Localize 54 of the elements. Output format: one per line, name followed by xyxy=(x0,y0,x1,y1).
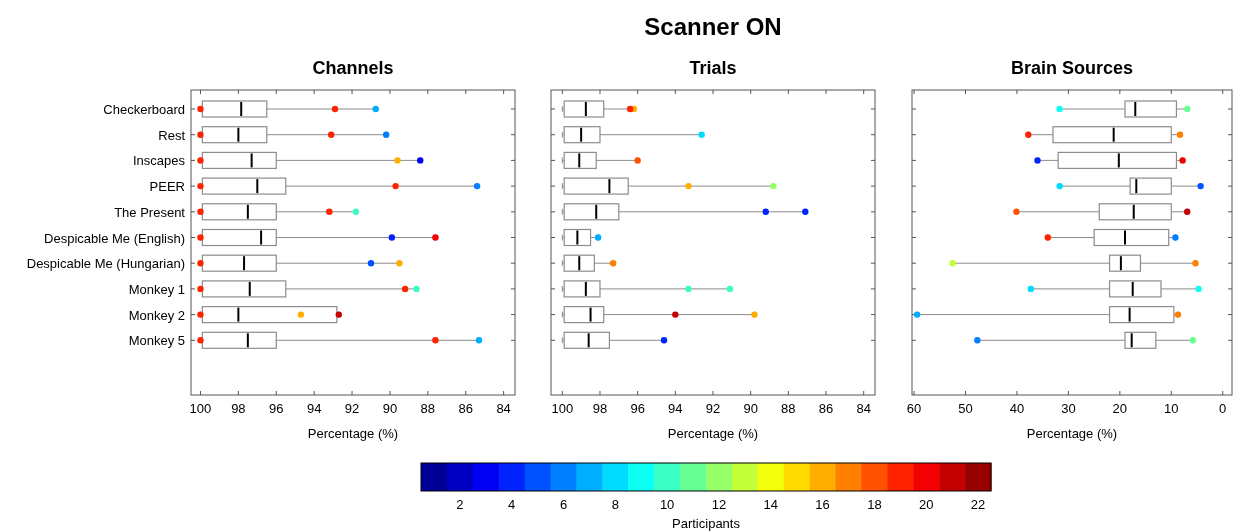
y-tick-label: Despicable Me (Hungarian) xyxy=(26,256,185,272)
color-bar-label: 14 xyxy=(763,497,779,512)
y-tick-label: PEER xyxy=(149,179,185,195)
x-tick-label: 40 xyxy=(1009,401,1025,416)
y-tick-label: Rest xyxy=(158,127,186,143)
x-tick-label: 90 xyxy=(382,401,398,416)
x-tick-label: 84 xyxy=(496,401,511,416)
y-tick-label: Monkey 2 xyxy=(128,307,185,323)
x-tick-label: 96 xyxy=(630,401,645,416)
chart-title: Channels xyxy=(312,58,394,78)
chart-subtitle: Trials xyxy=(689,58,737,78)
x-axis-title: Percentage (%) xyxy=(667,426,759,441)
x-tick-label: 100 xyxy=(189,401,212,416)
color-bar-label: 22 xyxy=(970,497,986,512)
x-tick-label: 98 xyxy=(231,401,246,416)
y-tick-label: Despicable Me (English) xyxy=(44,230,185,246)
x-tick-label: 86 xyxy=(458,401,473,416)
x-tick-label: 0 xyxy=(1219,401,1227,416)
x-tick-label: 90 xyxy=(743,401,758,416)
chart-title: Brain Sources xyxy=(1010,58,1134,78)
y-tick-label: Monkey 5 xyxy=(128,333,185,349)
x-tick-label: 30 xyxy=(1061,401,1076,416)
x-tick-label: 92 xyxy=(344,401,360,416)
x-tick-label: 60 xyxy=(906,401,922,416)
x-tick-label: 94 xyxy=(668,401,683,416)
x-tick-label: 20 xyxy=(1112,401,1128,416)
x-axis-title: Percentage (%) xyxy=(1026,426,1118,441)
x-tick-label: 86 xyxy=(818,401,834,416)
x-tick-label: 100 xyxy=(551,401,574,416)
color-bar-label: 6 xyxy=(559,497,568,512)
y-tick-label: Checkerboard xyxy=(103,102,185,117)
chart-title: Scanner ON xyxy=(644,13,782,40)
color-bar-label: 18 xyxy=(867,497,882,512)
color-bar-label: 10 xyxy=(659,497,675,512)
x-tick-label: 88 xyxy=(781,401,796,416)
color-bar-label: 8 xyxy=(611,497,619,512)
color-bar-label: 2 xyxy=(456,497,464,512)
color-bar-label: 20 xyxy=(918,497,934,512)
x-axis-title: Percentage (%) xyxy=(307,426,399,441)
x-tick-label: 98 xyxy=(592,401,608,416)
y-tick-label: Inscapes xyxy=(132,153,186,169)
color-bar-label: 12 xyxy=(711,497,727,512)
x-tick-label: 50 xyxy=(958,401,973,416)
x-tick-label: 94 xyxy=(306,401,322,416)
color-bar-title: Participants xyxy=(672,516,741,531)
x-tick-label: 96 xyxy=(269,401,284,416)
x-tick-label: 84 xyxy=(856,401,871,416)
x-tick-label: 92 xyxy=(705,401,721,416)
y-tick-label: Monkey 1 xyxy=(128,281,185,297)
y-tick-label: The Present xyxy=(114,204,186,220)
color-bar-label: 4 xyxy=(508,497,516,512)
x-tick-label: 88 xyxy=(420,401,436,416)
color-bar-label: 16 xyxy=(815,497,830,512)
x-tick-label: 10 xyxy=(1164,401,1179,416)
